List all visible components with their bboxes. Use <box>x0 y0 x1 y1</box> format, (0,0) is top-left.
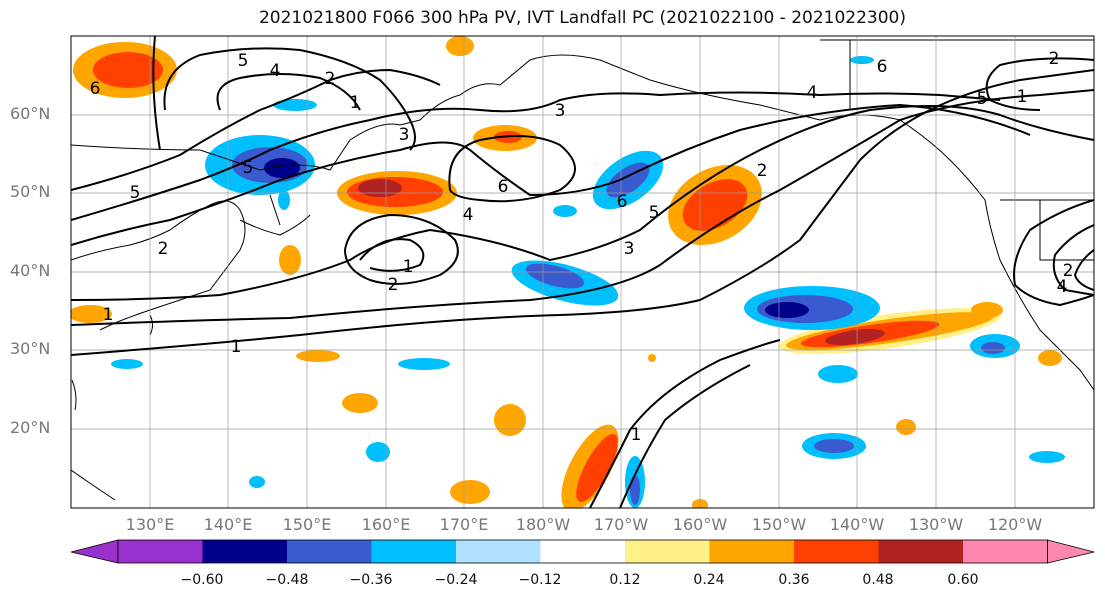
colorbar-tick-label: −0.60 <box>180 572 224 588</box>
lat-label: 60°N <box>10 104 51 123</box>
contour-label: 1 <box>350 93 361 113</box>
colorbar-segment <box>202 540 287 563</box>
contour-labels: 5 4 2 1 3 4 6 5 2 5 4 1 2 6 6 5 5 3 2 1 … <box>90 49 1074 445</box>
contour-label: 6 <box>90 79 101 99</box>
colorbar-min-extension <box>70 539 119 564</box>
lat-label: 30°N <box>10 339 51 358</box>
lon-label: 180°W <box>515 515 571 534</box>
contour-label: 4 <box>270 61 281 81</box>
colorbar-tick-label: 0.12 <box>609 572 641 588</box>
contour-label: 5 <box>238 51 249 71</box>
contour-label: 2 <box>158 239 169 259</box>
lat-label: 40°N <box>10 261 51 280</box>
colorbar-tick-label: 0.48 <box>862 572 894 588</box>
contour-label: 2 <box>325 69 336 89</box>
contour-label: 1 <box>1017 87 1028 107</box>
lat-label: 50°N <box>10 182 51 201</box>
lon-label: 120°W <box>987 515 1043 534</box>
contour-label: 2 <box>757 161 768 181</box>
lon-label: 170°E <box>439 515 489 534</box>
contour-label: 5 <box>130 183 141 203</box>
colorbar-segment <box>118 540 203 563</box>
colorbar-segment <box>287 540 372 563</box>
colorbar-segment <box>963 540 1048 563</box>
graticule <box>71 36 1094 508</box>
lon-label: 130°E <box>125 515 175 534</box>
lon-label: 130°W <box>908 515 964 534</box>
contour-label: 2 <box>1063 261 1074 281</box>
colorbar-tick-label: 0.60 <box>947 572 979 588</box>
colorbar-segment <box>540 540 625 563</box>
map-frame <box>70 35 1095 509</box>
contour-label: 1 <box>231 337 242 357</box>
figure-title: 2021021800 F066 300 hPa PV, IVT Landfall… <box>258 8 906 28</box>
contour-label: 6 <box>498 177 509 197</box>
colorbar-tick-label: −0.36 <box>349 572 393 588</box>
contour-label: 5 <box>977 89 988 109</box>
contour-label: 6 <box>617 192 628 212</box>
contour-label: 2 <box>388 275 399 295</box>
colorbar <box>70 539 1095 564</box>
lon-label: 160°E <box>361 515 411 534</box>
contour-label: 3 <box>555 101 566 121</box>
lon-label: 140°E <box>203 515 253 534</box>
colorbar-tick-label: 0.24 <box>693 572 725 588</box>
colorbar-segment <box>371 540 456 563</box>
colorbar-segment <box>456 540 541 563</box>
colorbar-tick-label: −0.12 <box>518 572 562 588</box>
lon-label: 150°E <box>282 515 332 534</box>
contour-label: 1 <box>403 257 414 277</box>
colorbar-segment <box>794 540 879 563</box>
lon-label: 170°W <box>593 515 649 534</box>
contour-label: 4 <box>1057 277 1068 297</box>
colorbar-tick-label: 0.36 <box>778 572 810 588</box>
ivt-contours <box>71 36 1094 508</box>
contour-label: 4 <box>807 83 818 103</box>
contour-label: 1 <box>631 425 642 445</box>
contour-label: 2 <box>1049 49 1060 69</box>
lon-label: 140°W <box>829 515 885 534</box>
contour-label: 1 <box>103 305 114 325</box>
colorbar-segment <box>625 540 710 563</box>
colorbar-segment <box>878 540 963 563</box>
contour-label: 4 <box>463 205 474 225</box>
contour-label: 5 <box>243 158 254 178</box>
contour-label: 5 <box>649 203 660 223</box>
colorbar-tick-label: −0.24 <box>434 572 478 588</box>
lon-label: 150°W <box>751 515 807 534</box>
colorbar-tick-label: −0.48 <box>265 572 309 588</box>
colorbar-segment <box>709 540 794 563</box>
contour-label: 3 <box>624 239 635 259</box>
contour-label: 3 <box>399 125 410 145</box>
lon-label: 160°W <box>672 515 728 534</box>
contour-label: 6 <box>877 57 888 77</box>
lat-label: 20°N <box>10 418 51 437</box>
colorbar-max-extension <box>1047 539 1095 564</box>
pv-negative-anomalies <box>111 56 1065 508</box>
